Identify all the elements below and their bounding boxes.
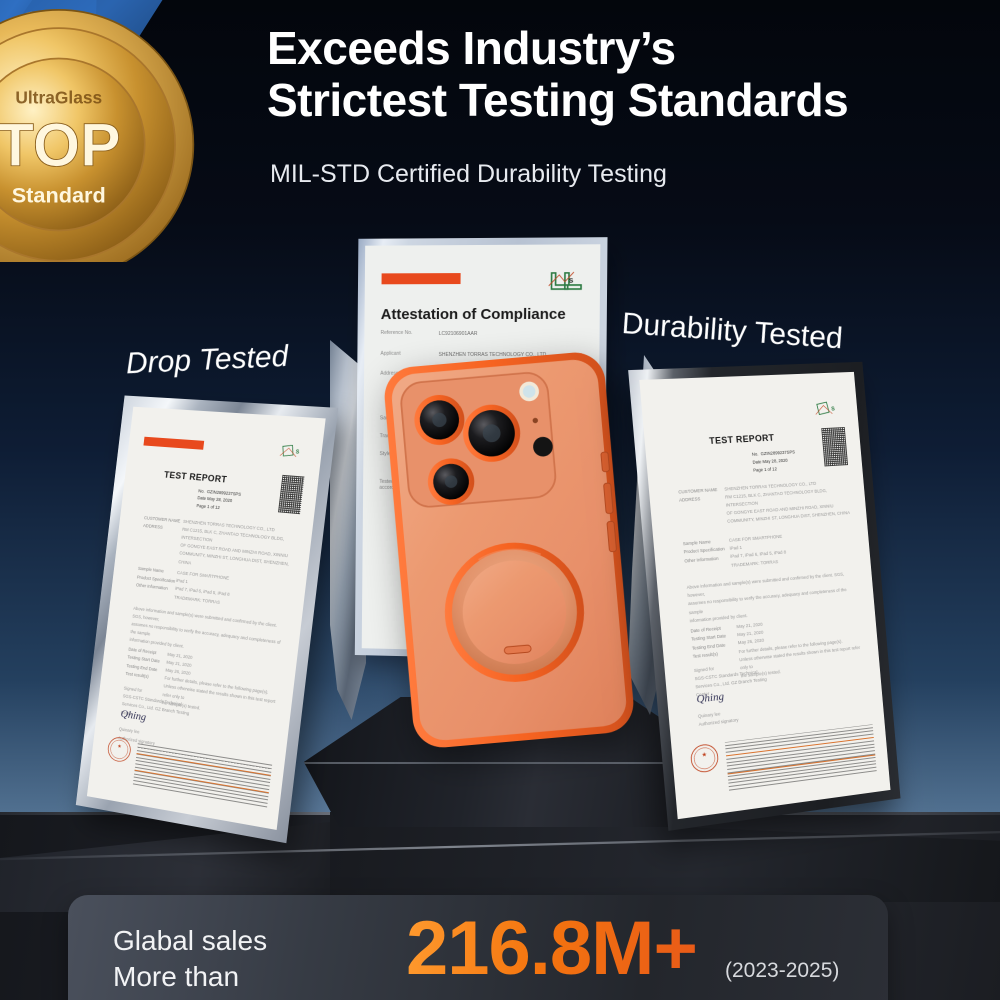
svg-text:★: ★ bbox=[117, 744, 122, 751]
svg-text:★: ★ bbox=[702, 751, 708, 759]
svg-text:S: S bbox=[831, 407, 835, 413]
svg-text:TOP: TOP bbox=[0, 111, 121, 179]
svg-text:S: S bbox=[295, 450, 300, 456]
svg-text:UltraGlass: UltraGlass bbox=[15, 88, 102, 108]
svg-text:S: S bbox=[569, 278, 574, 285]
svg-text:Standard: Standard bbox=[12, 183, 106, 208]
